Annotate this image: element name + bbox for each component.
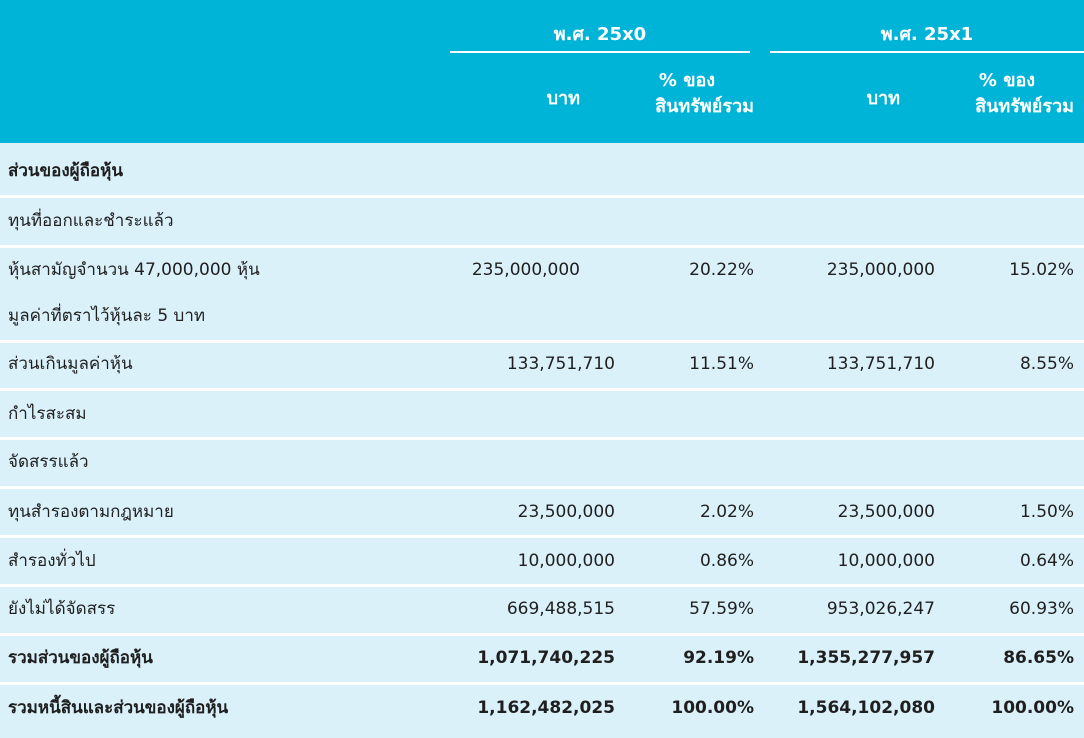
cell-baht-1: 10,000,000 bbox=[517, 551, 615, 571]
col-header-baht-1: บาท bbox=[546, 88, 580, 109]
row-separator bbox=[0, 195, 1084, 198]
cell-pct-2: 60.93% bbox=[1009, 599, 1074, 619]
row-label: กำไรสะสม bbox=[8, 404, 87, 424]
col-header-pct-1: % ของ สินทรัพย์รวม bbox=[600, 68, 754, 120]
cell-baht-1: 23,500,000 bbox=[517, 502, 615, 522]
row-separator bbox=[0, 535, 1084, 538]
cell-pct-1: 2.02% bbox=[699, 502, 754, 522]
row-label: ส่วนของผู้ถือหุ้น bbox=[8, 161, 123, 181]
year-header-1: พ.ศ. 25x0 bbox=[553, 24, 647, 45]
cell-pct-1: 0.86% bbox=[699, 551, 754, 571]
cell-baht-2: 953,026,247 bbox=[826, 599, 935, 619]
cell-baht-2: 235,000,000 bbox=[826, 260, 935, 280]
row-label: รวมส่วนของผู้ถือหุ้น bbox=[8, 648, 153, 668]
col-header-pct-2: % ของ สินทรัพย์รวม bbox=[920, 68, 1074, 120]
row-separator bbox=[0, 584, 1084, 587]
year-underline-1 bbox=[450, 51, 750, 53]
row-separator bbox=[0, 437, 1084, 440]
row-label: ยังไม่ได้จัดสรร bbox=[8, 599, 116, 619]
row-separator bbox=[0, 245, 1084, 248]
row-separator bbox=[0, 388, 1084, 391]
row-label: รวมหนี้สินและส่วนของผู้ถือหุ้น bbox=[8, 698, 229, 718]
cell-baht-2: 133,751,710 bbox=[826, 354, 935, 374]
row-label: หุ้นสามัญจำนวน 47,000,000 หุ้น bbox=[8, 260, 260, 280]
row-separator bbox=[0, 633, 1084, 636]
cell-baht-2: 1,355,277,957 bbox=[797, 648, 935, 668]
table-body bbox=[0, 143, 1084, 738]
cell-baht-1: 669,488,515 bbox=[506, 599, 615, 619]
row-separator bbox=[0, 340, 1084, 343]
row-label: จัดสรรแล้ว bbox=[8, 452, 89, 472]
year-underline-2 bbox=[770, 51, 1084, 53]
col-header-pct-2-line2: สินทรัพย์รวม bbox=[975, 96, 1074, 117]
col-header-pct-1-line2: สินทรัพย์รวม bbox=[655, 96, 754, 117]
cell-pct-2: 8.55% bbox=[1019, 354, 1074, 374]
row-label: ทุนที่ออกและชำระแล้ว bbox=[8, 211, 174, 231]
col-header-pct-1-line1: % ของ bbox=[658, 70, 716, 91]
cell-baht-2: 23,500,000 bbox=[837, 502, 935, 522]
year-header-2: พ.ศ. 25x1 bbox=[880, 24, 974, 45]
cell-baht-1: 1,162,482,025 bbox=[477, 698, 615, 718]
row-separator bbox=[0, 486, 1084, 489]
table-header: พ.ศ. 25x0 พ.ศ. 25x1 บาท % ของ สินทรัพย์ร… bbox=[0, 0, 1084, 143]
cell-pct-1: 20.22% bbox=[689, 260, 754, 280]
cell-pct-2: 100.00% bbox=[991, 698, 1074, 718]
col-header-baht-2: บาท bbox=[866, 88, 900, 109]
cell-pct-1: 11.51% bbox=[689, 354, 754, 374]
cell-baht-1: 133,751,710 bbox=[506, 354, 615, 374]
cell-pct-1: 57.59% bbox=[689, 599, 754, 619]
cell-baht-2: 10,000,000 bbox=[837, 551, 935, 571]
row-separator bbox=[0, 682, 1084, 685]
cell-baht-1: 235,000,000 bbox=[471, 260, 580, 280]
row-label: ทุนสำรองตามกฎหมาย bbox=[8, 502, 174, 522]
cell-pct-2: 15.02% bbox=[1009, 260, 1074, 280]
cell-baht-1: 1,071,740,225 bbox=[477, 648, 615, 668]
row-label-line2: มูลค่าที่ตราไว้หุ้นละ 5 บาท bbox=[8, 306, 206, 326]
row-label: สำรองทั่วไป bbox=[8, 551, 96, 571]
cell-baht-2: 1,564,102,080 bbox=[797, 698, 935, 718]
cell-pct-2: 1.50% bbox=[1019, 502, 1074, 522]
cell-pct-2: 0.64% bbox=[1019, 551, 1074, 571]
cell-pct-1: 100.00% bbox=[671, 698, 754, 718]
col-header-pct-2-line1: % ของ bbox=[978, 70, 1036, 91]
cell-pct-2: 86.65% bbox=[1003, 648, 1074, 668]
row-label: ส่วนเกินมูลค่าหุ้น bbox=[8, 354, 133, 374]
cell-pct-1: 92.19% bbox=[683, 648, 754, 668]
